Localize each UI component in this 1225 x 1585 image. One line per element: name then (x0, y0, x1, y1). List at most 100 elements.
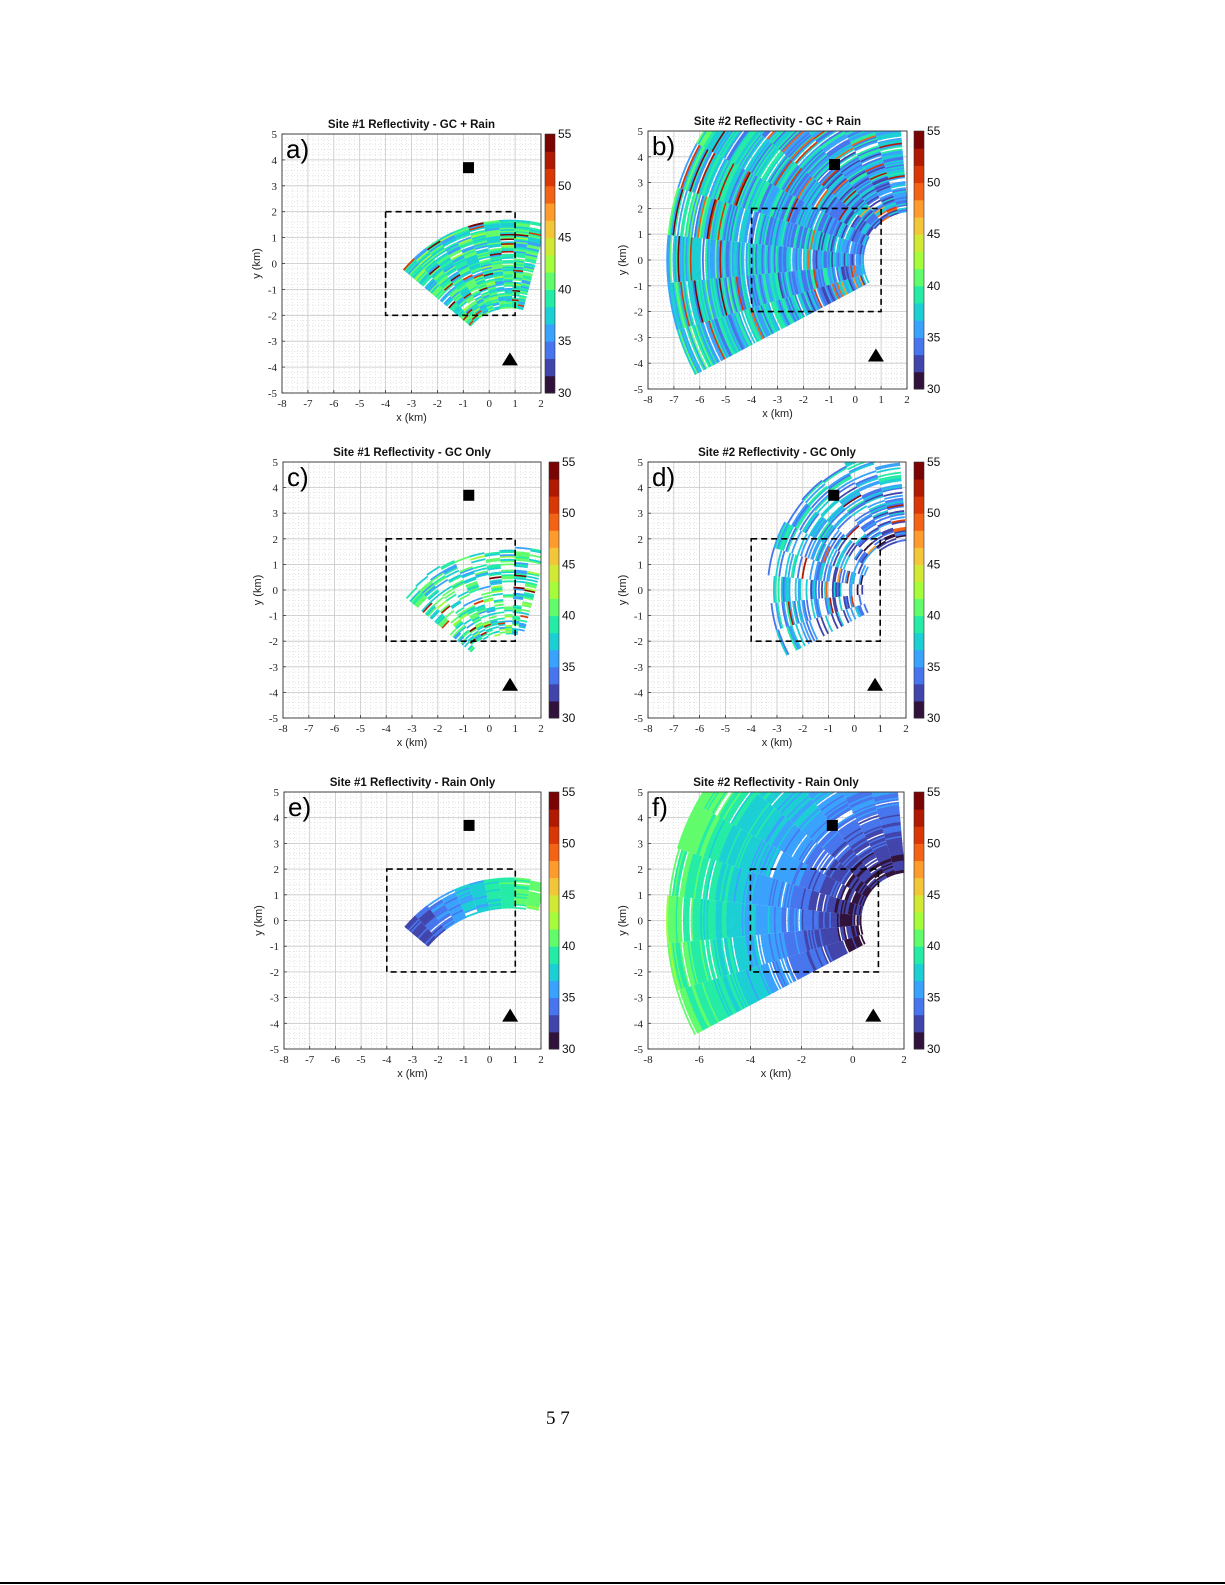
y-tick-label: -5 (268, 388, 278, 400)
y-tick-label: 4 (638, 813, 644, 825)
y-tick-label: -4 (634, 687, 644, 699)
y-tick-label: 5 (274, 787, 280, 799)
y-tick-label: -3 (268, 336, 278, 348)
y-tick-label: 3 (272, 181, 278, 193)
y-axis-label: y (km) (617, 245, 629, 276)
panel-b: -8 -7 -6 -5 -4 -3 -2 -1 0 1 2 -5 -4 -3 -2 -1 0 1 2 3 4 5 Site … (616, 109, 967, 428)
x-tick-label: -6 (330, 723, 340, 735)
triangle-marker-icon (867, 348, 884, 362)
x-tick-label: 0 (486, 398, 492, 410)
x-tick-label: -6 (695, 1054, 705, 1066)
colorbar-tick-label: 35 (562, 991, 576, 1005)
y-tick-label: 0 (274, 916, 280, 928)
x-axis-label: x (km) (397, 737, 428, 749)
panel-title: Site #1 Reflectivity - GC Only (333, 447, 491, 459)
x-tick-label: -7 (305, 1054, 315, 1066)
triangle-marker-icon (867, 677, 884, 691)
x-tick-label: -1 (459, 723, 468, 735)
y-tick-label: 2 (638, 534, 644, 546)
panel-title: Site #1 Reflectivity - Rain Only (330, 777, 496, 789)
colorbar-tick-label: 45 (927, 888, 941, 902)
colorbar-tick-label: 35 (927, 991, 941, 1005)
x-axis-label: x (km) (397, 1068, 428, 1080)
y-tick-label: 0 (273, 585, 279, 597)
y-tick-label: 1 (272, 233, 278, 245)
panel-title: Site #2 Reflectivity - GC + Rain (694, 116, 861, 128)
y-tick-label: -2 (269, 636, 278, 648)
page-number: 5 7 (546, 1408, 570, 1429)
colorbar: 30 35 40 45 50 55 (913, 785, 941, 1056)
y-tick-label: -2 (270, 967, 279, 979)
panel-e: -8 -7 -6 -5 -4 -3 -2 -1 0 1 2 -5 -4 -3 -2 -1 0 1 2 3 4 5 Site … (252, 770, 601, 1088)
x-tick-label: -3 (773, 394, 783, 406)
colorbar-tick-label: 35 (927, 660, 941, 674)
colorbar-tick-label: 35 (558, 334, 572, 348)
square-marker-icon (828, 489, 840, 501)
x-tick-label: -2 (433, 723, 442, 735)
triangle-marker-icon (501, 352, 518, 366)
y-tick-label: 5 (638, 126, 644, 138)
square-marker-icon (828, 159, 840, 171)
y-tick-label: 1 (274, 890, 280, 902)
colorbar: 30 35 40 45 50 55 (548, 455, 576, 725)
reflectivity-field (666, 792, 904, 1036)
y-tick-label: -5 (269, 713, 279, 725)
x-tick-label: 2 (538, 1054, 544, 1066)
panel-letter: b) (652, 131, 675, 161)
reflectivity-field (405, 546, 541, 653)
y-tick-label: 4 (273, 483, 279, 495)
colorbar-tick-label: 55 (558, 127, 572, 141)
y-tick-label: -2 (634, 636, 643, 648)
x-axis-label: x (km) (761, 1068, 792, 1080)
colorbar: 30 35 40 45 50 55 (913, 124, 941, 396)
x-tick-label: -5 (357, 1054, 367, 1066)
y-tick-label: 3 (638, 838, 644, 850)
y-tick-label: -3 (634, 993, 644, 1005)
y-tick-label: -3 (634, 332, 644, 344)
x-tick-label: -5 (721, 723, 731, 735)
x-tick-label: -6 (331, 1054, 341, 1066)
colorbar: 30 35 40 45 50 55 (913, 455, 941, 725)
colorbar-tick-label: 55 (927, 785, 941, 799)
colorbar-tick-label: 55 (927, 124, 941, 138)
analysis-box (386, 868, 517, 973)
y-axis-label: y (km) (251, 248, 263, 279)
colorbar-tick-label: 50 (562, 836, 576, 850)
x-tick-label: -2 (799, 394, 808, 406)
x-tick-label: 2 (538, 398, 544, 410)
x-tick-label: -7 (669, 394, 679, 406)
y-tick-label: -1 (634, 941, 643, 953)
analysis-box (384, 210, 516, 317)
x-tick-label: -2 (433, 398, 442, 410)
colorbar-tick-label: 55 (927, 455, 941, 469)
colorbar-tick-label: 35 (562, 660, 576, 674)
y-tick-label: -4 (634, 1018, 644, 1030)
colorbar-tick-label: 35 (927, 330, 941, 344)
y-tick-label: -4 (268, 362, 278, 374)
panel-letter: a) (286, 134, 309, 164)
colorbar-tick-label: 50 (927, 506, 941, 520)
reflectivity-field (402, 219, 541, 327)
colorbar-tick-label: 30 (927, 711, 941, 725)
y-axis-label: y (km) (617, 905, 629, 936)
panel-title: Site #1 Reflectivity - GC + Rain (328, 119, 495, 131)
y-tick-label: -5 (634, 384, 644, 396)
y-tick-label: 0 (272, 259, 278, 271)
panel-letter: c) (287, 462, 309, 492)
x-tick-label: 0 (487, 1054, 493, 1066)
colorbar-tick-label: 45 (562, 888, 576, 902)
x-tick-label: 1 (877, 723, 883, 735)
y-tick-label: 2 (638, 203, 644, 215)
x-tick-label: -3 (408, 1054, 418, 1066)
colorbar-tick-label: 40 (562, 939, 576, 953)
x-tick-label: -2 (434, 1054, 443, 1066)
y-tick-label: 5 (638, 457, 644, 469)
y-tick-label: 3 (638, 508, 644, 520)
x-tick-label: -4 (382, 723, 392, 735)
y-tick-label: -2 (634, 967, 643, 979)
y-tick-label: -5 (634, 713, 644, 725)
y-tick-label: 0 (638, 585, 644, 597)
y-tick-label: 4 (274, 813, 280, 825)
analysis-box (750, 538, 881, 643)
colorbar-tick-label: 50 (927, 176, 941, 190)
